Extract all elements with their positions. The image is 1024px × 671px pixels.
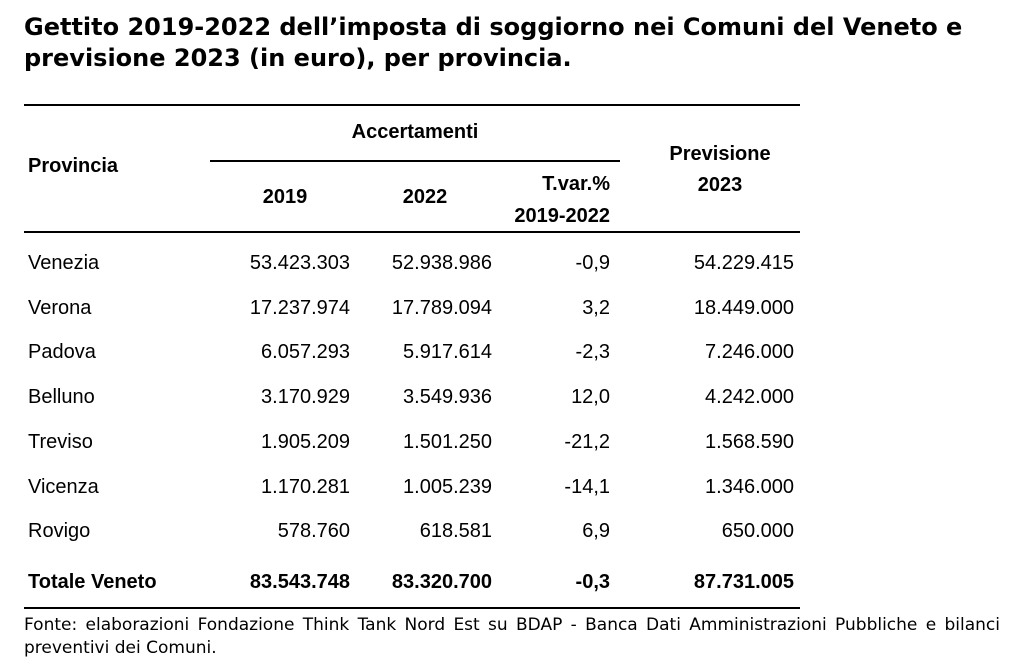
cell-provincia: Verona [28, 286, 91, 330]
cell-y2019: 578.760 [278, 509, 350, 553]
cell-tvar: -0,9 [576, 241, 610, 285]
cell-tvar: -0,3 [576, 560, 610, 604]
cell-tvar: 6,9 [582, 509, 610, 553]
cell-y2019: 3.170.929 [261, 375, 350, 419]
cell-y2019: 6.057.293 [261, 330, 350, 374]
table-bottom-rule [24, 607, 800, 609]
cell-y2019: 83.543.748 [250, 560, 350, 604]
cell-tvar: -2,3 [576, 330, 610, 374]
cell-y2022: 83.320.700 [392, 560, 492, 604]
table-row: Verona 17.237.974 17.789.094 3,2 18.449.000 [0, 286, 800, 330]
cell-previsione: 18.449.000 [694, 286, 794, 330]
cell-y2022: 1.501.250 [403, 420, 492, 464]
table-top-rule [24, 104, 800, 106]
cell-provincia: Vicenza [28, 465, 99, 509]
table-row: Rovigo 578.760 618.581 6,9 650.000 [0, 509, 800, 553]
cell-provincia: Belluno [28, 375, 95, 419]
cell-y2019: 1.905.209 [261, 420, 350, 464]
header-tvar-line1: T.var.% [490, 168, 610, 200]
cell-y2022: 52.938.986 [392, 241, 492, 285]
table-row: Venezia 53.423.303 52.938.986 -0,9 54.229.41… [0, 241, 800, 285]
cell-previsione: 4.242.000 [705, 375, 794, 419]
table-row: Vicenza 1.170.281 1.005.239 -14,1 1.346.000 [0, 465, 800, 509]
cell-previsione: 1.568.590 [705, 420, 794, 464]
cell-previsione: 650.000 [722, 509, 794, 553]
cell-y2019: 53.423.303 [250, 241, 350, 285]
accertamenti-rule [210, 160, 620, 162]
header-previsione-line2: 2023 [640, 170, 800, 201]
cell-y2022: 618.581 [420, 509, 492, 553]
cell-provincia: Venezia [28, 241, 99, 285]
cell-previsione: 7.246.000 [705, 330, 794, 374]
table-row: Padova 6.057.293 5.917.614 -2,3 7.246.000 [0, 330, 800, 374]
total-row: Totale Veneto 83.543.748 83.320.700 -0,3 87.… [0, 560, 800, 604]
cell-provincia: Rovigo [28, 509, 90, 553]
table-row: Treviso 1.905.209 1.501.250 -21,2 1.568.590 [0, 420, 800, 464]
cell-y2019: 1.170.281 [261, 465, 350, 509]
header-bottom-rule [24, 231, 800, 233]
cell-y2019: 17.237.974 [250, 286, 350, 330]
cell-provincia: Padova [28, 330, 96, 374]
cell-tvar: 12,0 [571, 375, 610, 419]
cell-tvar: 3,2 [582, 286, 610, 330]
header-previsione-line1: Previsione [640, 139, 800, 170]
header-tvar-line2: 2019-2022 [490, 200, 610, 232]
cell-y2022: 1.005.239 [403, 465, 492, 509]
cell-provincia: Totale Veneto [28, 560, 157, 604]
cell-previsione: 54.229.415 [694, 241, 794, 285]
source-note: Fonte: elaborazioni Fondazione Think Tan… [24, 614, 1000, 660]
cell-tvar: -21,2 [564, 420, 610, 464]
table-title: Gettito 2019-2022 dell’imposta di soggio… [24, 12, 1014, 74]
cell-tvar: -14,1 [564, 465, 610, 509]
cell-previsione: 1.346.000 [705, 465, 794, 509]
cell-y2022: 5.917.614 [403, 330, 492, 374]
header-tvar: T.var.% 2019-2022 [490, 168, 610, 232]
header-accertamenti: Accertamenti [210, 119, 620, 145]
table-row: Belluno 3.170.929 3.549.936 12,0 4.242.000 [0, 375, 800, 419]
header-previsione: Previsione 2023 [640, 139, 800, 201]
header-provincia: Provincia [28, 153, 118, 179]
cell-provincia: Treviso [28, 420, 93, 464]
cell-previsione: 87.731.005 [694, 560, 794, 604]
cell-y2022: 17.789.094 [392, 286, 492, 330]
header-2022: 2022 [380, 184, 470, 210]
header-2019: 2019 [240, 184, 330, 210]
cell-y2022: 3.549.936 [403, 375, 492, 419]
